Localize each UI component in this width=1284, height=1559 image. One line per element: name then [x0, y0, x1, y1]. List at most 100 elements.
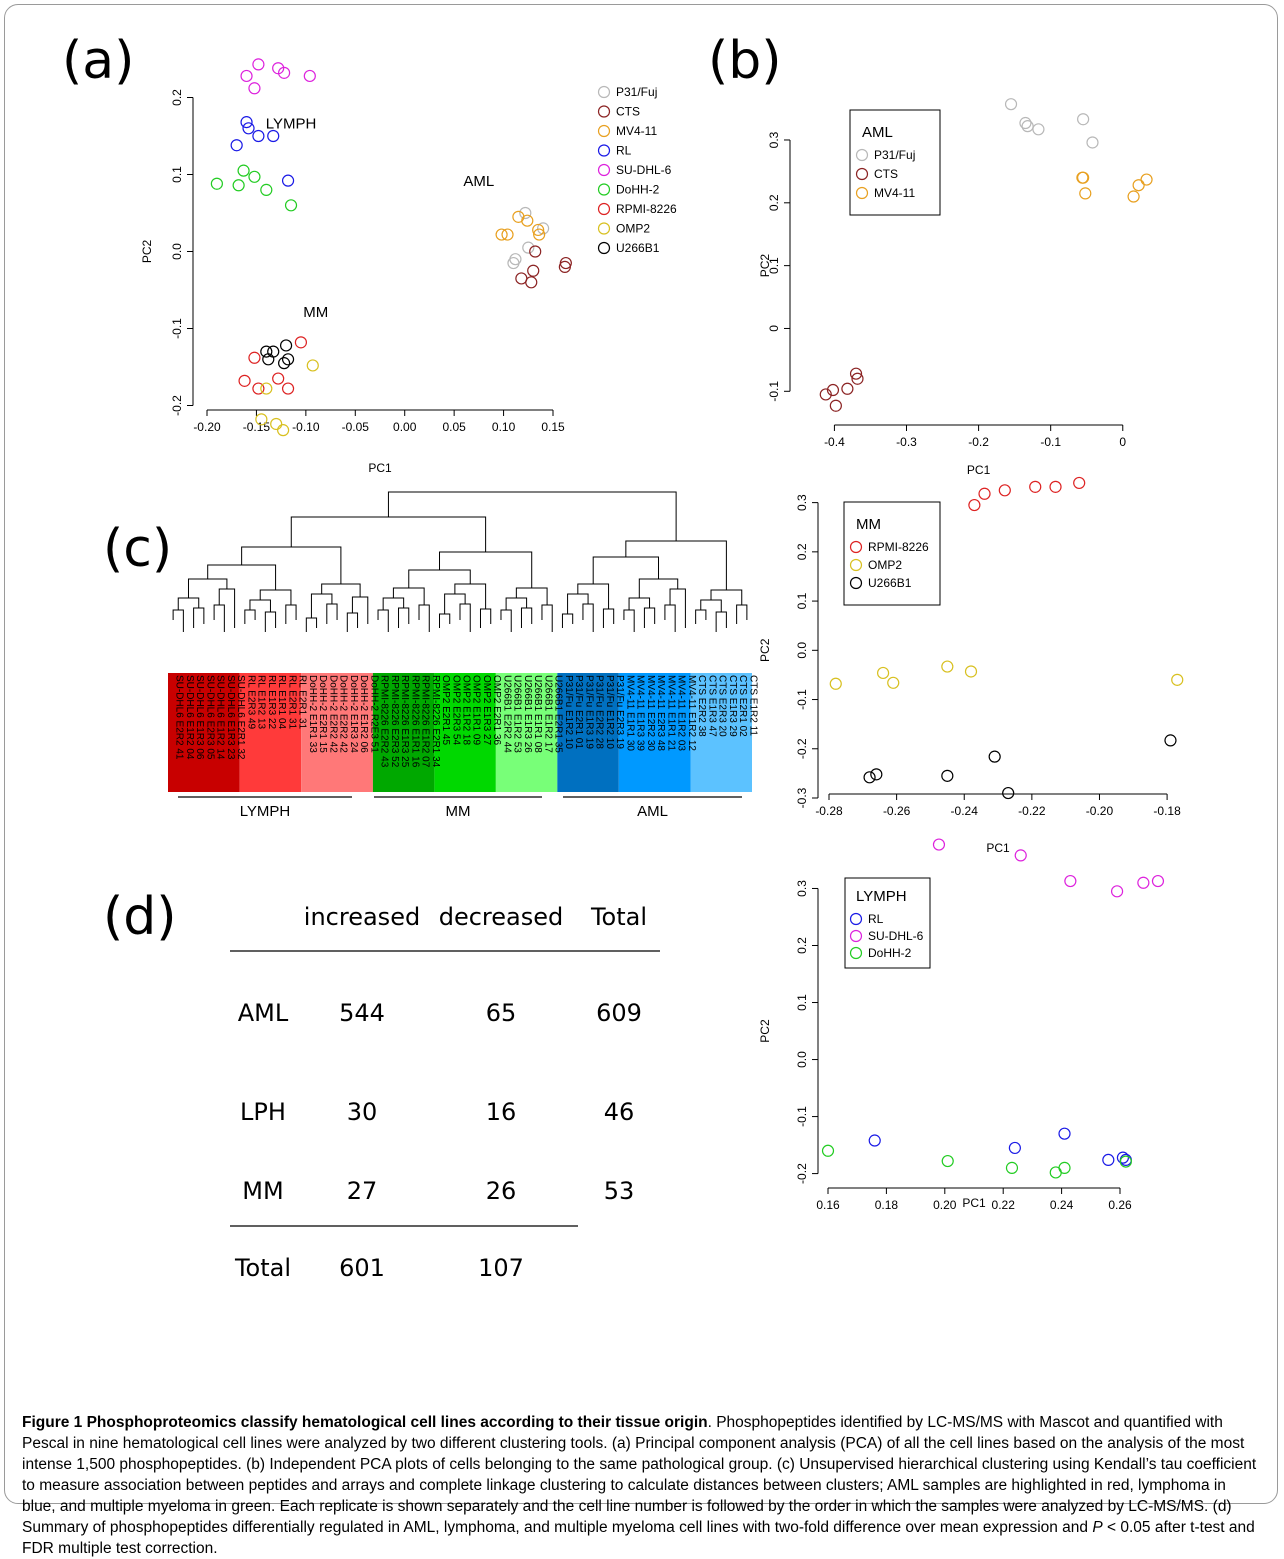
leaf-label: U266B1 E2R2 44	[501, 675, 512, 753]
data-point	[255, 413, 268, 426]
data-point	[248, 351, 261, 364]
leaf-label: U266B1 E1R2 53	[512, 675, 523, 753]
data-point	[210, 177, 223, 190]
data-point	[284, 199, 298, 212]
data-point	[237, 164, 250, 177]
data-point	[260, 382, 273, 395]
y-axis-label: PC2	[758, 1019, 772, 1043]
legend-label: DoHH-2	[868, 946, 912, 960]
legend-marker	[597, 241, 611, 255]
x-tick-label: -0.20	[193, 420, 221, 434]
legend-marker	[849, 558, 863, 572]
panel-label-b: (b)	[708, 31, 782, 91]
data-point	[248, 82, 261, 95]
data-point	[941, 1154, 954, 1168]
cluster-color-band	[434, 673, 496, 792]
data-point	[278, 66, 291, 79]
dendrogram-link	[387, 491, 677, 541]
leaf-label: OMP2 E2R1 36	[491, 675, 502, 745]
x-axis-label: PC1	[986, 841, 1010, 855]
x-tick-label: 0.20	[933, 1198, 957, 1212]
dendrogram-link	[285, 604, 297, 624]
data-point	[829, 677, 842, 690]
data-point	[1077, 171, 1090, 184]
data-point	[240, 69, 253, 83]
dendrogram: SU-DHL6 E2R2 41 SU-DHL6 E1R2 04 SU-DHL6 E1…	[168, 491, 758, 820]
dendrogram-link	[710, 589, 743, 605]
x-axis-label: PC1	[368, 461, 392, 475]
data-point	[267, 345, 280, 358]
leaf-label: RPMI-8226 E2R1 34	[430, 675, 441, 768]
cluster-color-band	[618, 673, 691, 792]
leaf-label: DoHH-2 R2E3 51	[368, 675, 379, 753]
y-tick-label: -0.1	[795, 1106, 809, 1127]
y-tick-label: 0.2	[795, 543, 809, 560]
leaf-label: DoHH-2 E2R1 15	[317, 675, 328, 753]
data-point	[1132, 179, 1145, 192]
leaf-label: P31/Fu E1R2 10	[563, 675, 574, 749]
y-tick-label: 0.3	[767, 131, 781, 148]
data-point	[821, 1144, 835, 1157]
table-cell: 27	[347, 1177, 378, 1205]
legend-marker	[849, 540, 863, 554]
data-point	[532, 223, 545, 237]
leaf-label: RPMI-8226 E2R3 52	[389, 675, 400, 768]
data-point	[968, 498, 981, 512]
data-point	[303, 69, 316, 83]
dendrogram-link	[439, 613, 451, 628]
leaf-label: MV4-11 E1R2 12	[686, 675, 697, 751]
leaf-label: RL E2R1 31	[286, 675, 297, 730]
dendrogram-link	[310, 593, 333, 618]
leaf-label: OMP2 E2R1 45	[440, 675, 451, 745]
leaf-label: RL E1R3 22	[266, 675, 277, 730]
leaf-label: RPMI-8226 E2R2 43	[379, 675, 390, 768]
figure-frame	[4, 4, 1278, 1504]
leaf-label: OMP2 E2R3 54	[450, 675, 461, 745]
dendrogram-link	[264, 611, 277, 632]
data-point	[1029, 480, 1042, 493]
data-point	[1151, 874, 1165, 888]
data-point	[1119, 1155, 1132, 1168]
data-point	[1058, 1127, 1071, 1140]
dendrogram-link	[244, 609, 256, 624]
y-tick-label: 0.2	[170, 89, 184, 106]
data-point	[294, 336, 308, 349]
leaf-label: RPMI-8226 E1R1 16	[409, 675, 420, 768]
data-point	[240, 116, 253, 129]
dendrogram-link	[207, 564, 277, 590]
x-tick-label: -0.26	[883, 804, 911, 818]
legend-marker	[855, 148, 869, 162]
leaf-label: U266B1 E1R1 08	[532, 675, 543, 753]
x-tick-label: -0.24	[951, 804, 979, 818]
data-point	[1077, 113, 1090, 126]
data-point	[1005, 1161, 1019, 1174]
group-annotation: LYMPH	[266, 115, 317, 132]
data-point	[1116, 1151, 1130, 1164]
legend-label: RPMI-8226	[868, 540, 929, 554]
summary-table: increased decreased Total AML 544 65 609…	[230, 903, 660, 1282]
table-cell: 544	[339, 999, 385, 1027]
y-tick-label: 0.2	[795, 937, 809, 954]
leaf-label: MV4-11 E2R3 48	[655, 675, 666, 751]
pca-plot-aml: -0.4 -0.3 -0.2 -0.1 0 -0.1 0 0.1 0.2 0.3 PC1 PC2 AML…	[758, 98, 1153, 477]
leaf-label: CTS E2R3 20	[717, 675, 728, 737]
leaf-label: DoHH-2 E1R2 06	[358, 675, 369, 753]
group-annotation: AML	[463, 173, 494, 190]
table-row-label-total: Total	[234, 1254, 291, 1282]
legend-title: LYMPH	[856, 888, 907, 905]
legend-label: SU-DHL-6	[868, 929, 924, 943]
legend-marker	[855, 167, 869, 181]
x-tick-label: -0.22	[1018, 804, 1046, 818]
data-point	[1019, 116, 1032, 130]
y-axis-label: PC2	[758, 254, 772, 278]
cluster-color-band	[239, 673, 302, 792]
data-point	[277, 424, 290, 437]
y-tick-label: 0.0	[795, 1051, 809, 1068]
dendrogram-link	[669, 588, 686, 628]
x-tick-label: 0.16	[816, 1198, 840, 1212]
dendrogram-link	[351, 596, 369, 624]
leaf-label: MV4-11 E1R1 21	[665, 675, 676, 751]
dendrogram-link	[218, 588, 236, 628]
dendrogram-link	[541, 604, 553, 632]
data-point	[1058, 1161, 1071, 1174]
